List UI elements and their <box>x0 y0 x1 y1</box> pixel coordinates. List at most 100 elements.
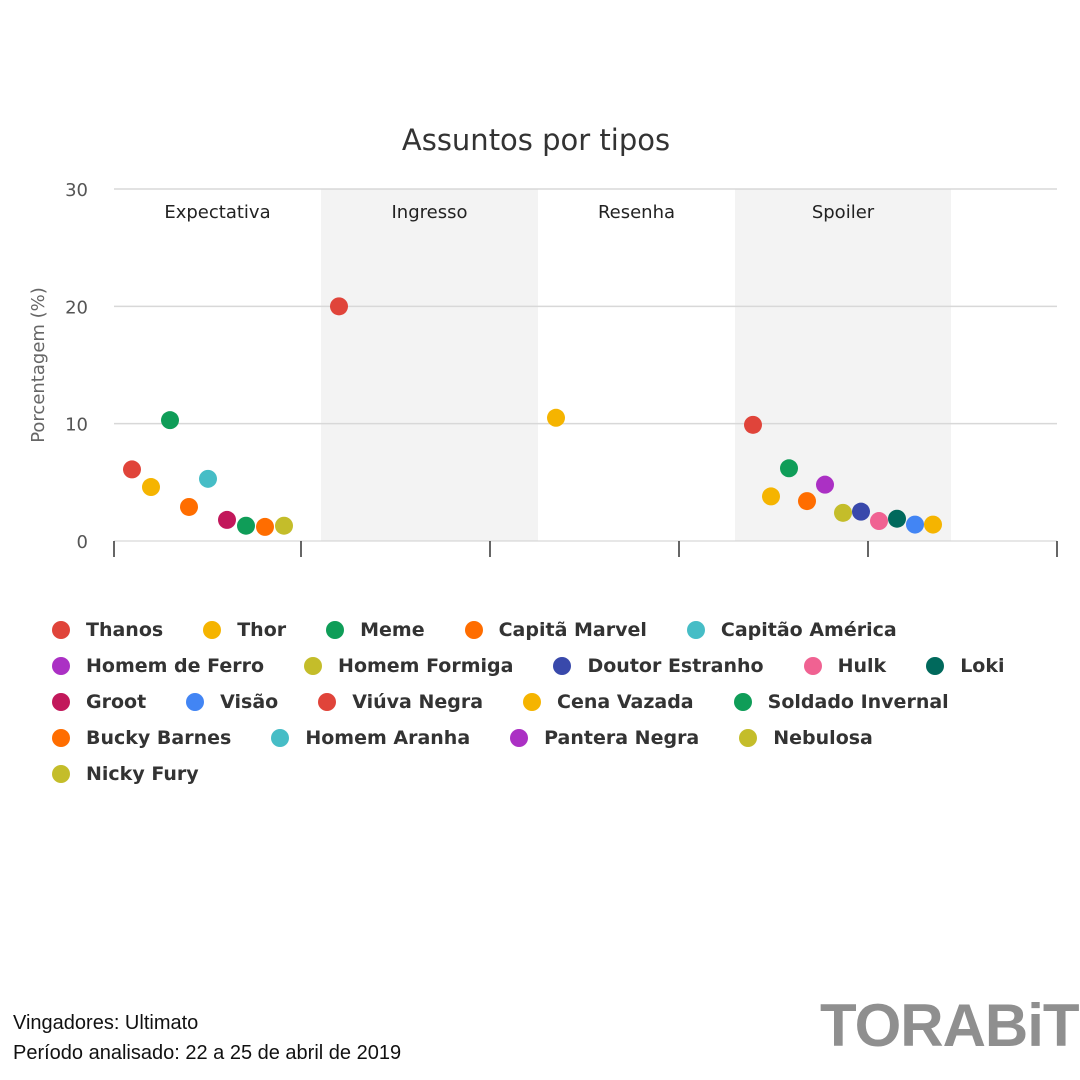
legend-item[interactable]: Visão <box>186 690 278 714</box>
legend-dot-icon <box>52 693 70 711</box>
legend-dot-icon <box>52 765 70 783</box>
legend-label: Thanos <box>86 619 164 641</box>
y-tick-label: 20 <box>65 297 88 318</box>
data-point <box>142 478 160 497</box>
legend-label: Nicky Fury <box>86 763 199 785</box>
data-point <box>744 415 762 434</box>
legend-item[interactable]: Homem Formiga <box>304 654 513 678</box>
band-label: Ingresso <box>392 202 468 223</box>
legend-item[interactable]: Soldado Invernal <box>733 690 949 714</box>
legend-item[interactable]: Meme <box>326 618 425 642</box>
data-point <box>237 516 255 535</box>
legend-dot-icon <box>203 621 222 639</box>
legend-item[interactable]: Nicky Fury <box>52 762 199 786</box>
data-point <box>123 460 141 479</box>
data-point <box>547 408 565 427</box>
legend-label: Groot <box>86 691 147 713</box>
legend-item[interactable]: Homem de Ferro <box>52 654 264 678</box>
legend-label: Bucky Barnes <box>86 727 232 749</box>
legend-item[interactable]: Capitão América <box>686 618 897 642</box>
data-point <box>762 487 780 506</box>
data-point <box>798 492 816 511</box>
legend-label: Capitão América <box>720 619 897 641</box>
legend-item[interactable]: Viúva Negra <box>318 690 483 714</box>
legend-dot-icon <box>510 729 529 747</box>
legend-label: Thor <box>237 619 287 641</box>
legend-dot-icon <box>464 621 483 639</box>
legend-item[interactable]: Groot <box>52 690 146 714</box>
legend-label: Pantera Negra <box>544 727 700 749</box>
legend-dot-icon <box>318 693 337 711</box>
legend-dot-icon <box>52 621 70 639</box>
chart-title: Assuntos por tipos <box>402 123 670 157</box>
legend-label: Homem Formiga <box>338 655 514 677</box>
data-point <box>888 509 906 528</box>
y-tick-label: 10 <box>65 415 88 436</box>
logo-text: TORABiT <box>820 992 1080 1059</box>
data-point <box>161 411 179 430</box>
legend-label: Hulk <box>837 655 887 677</box>
legend-item[interactable]: Nebulosa <box>739 726 873 750</box>
legend-dot-icon <box>803 657 822 675</box>
band-background-2 <box>321 189 538 541</box>
legend-label: Nebulosa <box>773 727 873 749</box>
y-axis-label: Porcentagem (%) <box>28 287 49 443</box>
legend-label: Homem de Ferro <box>86 655 265 677</box>
legend-item[interactable]: Hulk <box>803 654 887 678</box>
data-point <box>852 502 870 521</box>
legend-label: Soldado Invernal <box>767 691 949 713</box>
legend-item[interactable]: Capitã Marvel <box>464 618 647 642</box>
legend-label: Loki <box>960 655 1005 677</box>
data-point <box>816 475 834 494</box>
legend-label: Cena Vazada <box>557 691 694 713</box>
legend-dot-icon <box>304 657 323 675</box>
footer-period: Período analisado: 22 a 25 de abril de 2… <box>13 1042 402 1064</box>
data-point <box>870 512 888 531</box>
legend-dot-icon <box>523 693 542 711</box>
legend-label: Viúva Negra <box>352 691 484 713</box>
legend-label: Doutor Estranho <box>587 655 764 677</box>
legend-item[interactable]: Doutor Estranho <box>553 654 764 678</box>
data-point <box>180 497 198 516</box>
legend-dot-icon <box>52 729 70 747</box>
legend-label: Capitã Marvel <box>498 619 647 641</box>
legend-item[interactable]: Cena Vazada <box>523 690 694 714</box>
legend-dot-icon <box>739 729 758 747</box>
legend-dot-icon <box>326 621 345 639</box>
data-point <box>256 517 274 536</box>
legend-dot-icon <box>271 729 290 747</box>
band-label: Expectativa <box>164 202 270 223</box>
legend-item[interactable]: Homem Aranha <box>271 726 470 750</box>
torabit-logo: TORABiT <box>820 996 1080 1056</box>
band-background-4 <box>735 189 951 541</box>
footer-caption: Vingadores: Ultimato Período analisado: … <box>13 1008 401 1068</box>
legend-dot-icon <box>686 621 705 639</box>
data-point <box>906 515 924 534</box>
data-point <box>218 510 236 529</box>
chart-legend: Thanos Thor Meme Capitã Marvel Capitão Améri… <box>52 618 1062 786</box>
data-point <box>199 469 217 488</box>
legend-item[interactable]: Loki <box>926 654 1005 678</box>
footer-title: Vingadores: Ultimato <box>13 1012 199 1034</box>
legend-dot-icon <box>553 657 572 675</box>
legend-dot-icon <box>186 693 205 711</box>
legend-item[interactable]: Pantera Negra <box>510 726 699 750</box>
legend-label: Homem Aranha <box>305 727 471 749</box>
legend-item[interactable]: Thor <box>203 618 286 642</box>
legend-label: Visão <box>220 691 279 713</box>
legend-label: Meme <box>360 619 425 641</box>
data-point <box>275 516 293 535</box>
legend-dot-icon <box>926 657 945 675</box>
data-point <box>834 503 852 522</box>
data-point <box>924 515 942 534</box>
legend-dot-icon <box>733 693 752 711</box>
y-tick-label: 0 <box>77 532 88 553</box>
band-label: Resenha <box>598 202 675 223</box>
scatter-chart: 0 10 20 30 Expectativa Ingresso Resenha Spoile… <box>28 123 1058 557</box>
legend-item[interactable]: Bucky Barnes <box>52 726 231 750</box>
data-point <box>780 459 798 478</box>
legend-dot-icon <box>52 657 70 675</box>
legend-item[interactable]: Thanos <box>52 618 163 642</box>
data-point <box>330 297 348 316</box>
band-label: Spoiler <box>812 202 875 223</box>
